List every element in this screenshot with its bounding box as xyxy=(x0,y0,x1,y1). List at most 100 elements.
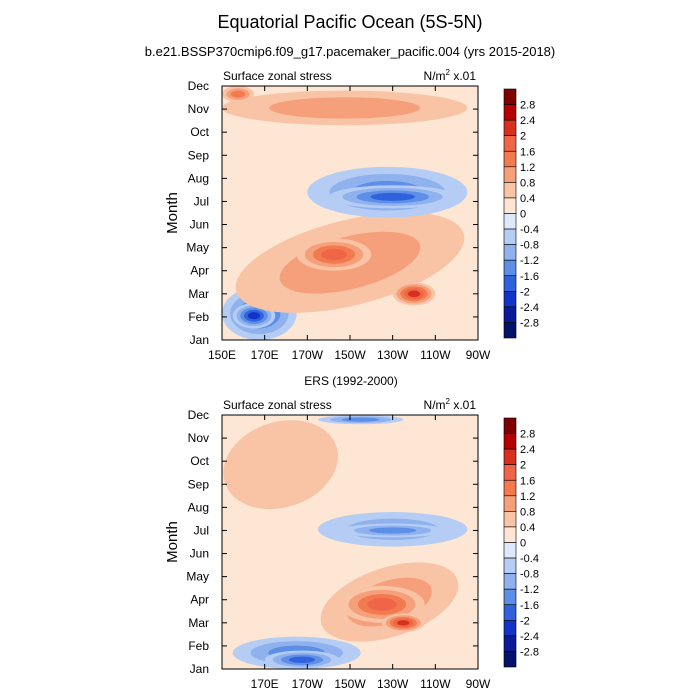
y-tick-label: Nov xyxy=(188,431,209,445)
colorbar-swatch xyxy=(503,557,517,574)
colorbar-swatch xyxy=(503,433,517,450)
colorbar-label: 2 xyxy=(520,131,526,143)
colorbar-swatch xyxy=(503,104,517,121)
colorbar-swatch xyxy=(503,588,517,606)
colorbar-label: 0.4 xyxy=(520,522,535,534)
contour-feb-west-core-level-5 xyxy=(247,312,261,320)
colorbar-swatch xyxy=(503,495,517,512)
y-tick-label: Sep xyxy=(188,477,210,491)
contour-oct-nov-west-positive-level-1 xyxy=(223,420,339,510)
x-tick-label: 130W xyxy=(377,677,409,691)
colorbar-swatch xyxy=(503,635,517,652)
right-corner-label: N/m2 x.01 xyxy=(424,68,477,83)
colorbar-label: 0 xyxy=(520,538,526,550)
colorbar-label: 2.8 xyxy=(520,100,535,112)
colorbar-label: 1.2 xyxy=(520,162,535,174)
colorbar-swatch xyxy=(503,604,517,621)
y-tick-label: Jul xyxy=(194,523,209,537)
chart-title: Equatorial Pacific Ocean (5S-5N) xyxy=(217,12,483,32)
y-tick-label: Oct xyxy=(190,125,209,139)
y-tick-label: Feb xyxy=(188,639,209,653)
y-tick-label: Jun xyxy=(190,218,209,232)
colorbar-label: 0 xyxy=(520,209,526,221)
colorbar-label: 2.4 xyxy=(520,115,535,127)
colorbar-swatch xyxy=(503,166,517,183)
colorbar-label: 0.8 xyxy=(520,177,535,189)
x-tick-label: 110W xyxy=(420,677,451,691)
colorbar-label: -1.6 xyxy=(520,271,539,283)
y-tick-label: Mar xyxy=(188,616,209,630)
colorbar-label: -1.2 xyxy=(520,255,539,267)
plot-area xyxy=(222,86,478,340)
plot-area xyxy=(222,415,478,669)
x-tick-label: 150W xyxy=(334,348,366,362)
contour-nov-positive-band-level-2 xyxy=(269,97,421,119)
colorbar-swatch xyxy=(503,464,517,481)
colorbar-swatch xyxy=(503,291,517,308)
y-tick-label: Sep xyxy=(188,148,210,162)
colorbar-swatch xyxy=(503,88,517,105)
colorbar-swatch xyxy=(503,197,517,214)
y-tick-label: Apr xyxy=(190,593,209,607)
colorbar: 2.8 2.4 2 1.6 1.2 0.8 0.4 0 -0.4 -0.8 -1.2 -1.6 -2 -2… xyxy=(503,417,539,668)
colorbar-label: -2 xyxy=(520,615,530,627)
y-tick-label: Jan xyxy=(190,333,209,347)
y-tick-label: May xyxy=(186,241,209,255)
x-axis: 150E 170E 170W 150W 130W 110W 90W xyxy=(208,86,491,362)
colorbar-label: -1.2 xyxy=(520,584,539,596)
colorbar-label: 2.4 xyxy=(520,444,535,456)
y-tick-label: May xyxy=(186,570,209,584)
colorbar-label: -2.8 xyxy=(520,317,539,329)
right-corner-label: N/m2 x.01 xyxy=(424,397,477,412)
colorbar-label: 1.6 xyxy=(520,146,535,158)
colorbar-label: -2.4 xyxy=(520,631,539,643)
contour-mar-east-positive-core-level-5 xyxy=(407,290,421,298)
colorbar-swatch xyxy=(503,150,517,168)
colorbar-swatch xyxy=(503,119,517,136)
colorbar-swatch xyxy=(503,228,517,245)
y-tick-label: Feb xyxy=(188,310,209,324)
x-tick-label: 150E xyxy=(208,348,236,362)
colorbar-swatch xyxy=(503,620,517,637)
x-tick-label: 90W xyxy=(466,677,491,691)
contour-mar-core-level-5 xyxy=(397,620,410,626)
y-tick-label: Jan xyxy=(190,662,209,676)
colorbar-swatch xyxy=(503,244,517,261)
y-axis-label: Month xyxy=(164,521,181,563)
chart-subtitle: b.e21.BSSP370cmip6.f09_g17.pacemaker_pac… xyxy=(144,44,556,59)
y-tick-label: Nov xyxy=(188,102,209,116)
left-corner-label: Surface zonal stress xyxy=(223,398,332,412)
colorbar-swatch xyxy=(503,542,517,559)
contour-jan-core-negative-level-4 xyxy=(289,656,315,663)
contour-may-positive-core-level-4 xyxy=(321,248,347,261)
colorbar-swatch xyxy=(503,417,517,434)
colorbar-label: -1.6 xyxy=(520,600,539,612)
y-tick-label: Jun xyxy=(190,547,209,561)
contour-jul-negative-core-level-3 xyxy=(368,527,417,534)
colorbar-swatch xyxy=(503,322,517,339)
contour-jul-negative-core-level-4 xyxy=(370,192,415,201)
colorbar-swatch xyxy=(503,182,517,199)
colorbar: 2.8 2.4 2 1.6 1.2 0.8 0.4 0 -0.4 -0.8 -1.2 -1.6 -2 -2… xyxy=(503,88,539,339)
colorbar-label: 0.8 xyxy=(520,506,535,518)
colorbar-swatch xyxy=(503,511,517,528)
colorbar-label: -0.4 xyxy=(520,553,539,565)
left-corner-label: Surface zonal stress xyxy=(223,69,332,83)
x-tick-label: 170E xyxy=(251,677,279,691)
colorbar-label: -0.8 xyxy=(520,240,539,252)
x-tick-label: 90W xyxy=(466,348,491,362)
x-tick-label: 170W xyxy=(292,677,324,691)
panel2-title: ERS (1992-2000) xyxy=(304,374,398,388)
colorbar-label: -2.4 xyxy=(520,302,539,314)
x-tick-label: 130W xyxy=(377,348,409,362)
x-axis: 170E 170W 150W 130W 110W 90W xyxy=(251,415,491,691)
colorbar-label: -0.4 xyxy=(520,224,539,236)
y-axis-label: Month xyxy=(164,192,181,234)
y-axis: Jan Feb Mar Apr May Jun Jul Aug Sep Oct Nov Dec xyxy=(186,79,478,347)
colorbar-label: -2.8 xyxy=(520,646,539,658)
y-tick-label: Aug xyxy=(188,171,209,185)
heatmap-panel-1: Jan Feb Mar Apr May Jun Jul Aug Sep Oct Nov Dec Mont… xyxy=(164,68,539,362)
colorbar-label: 0.4 xyxy=(520,193,535,205)
colorbar-label: -0.8 xyxy=(520,569,539,581)
